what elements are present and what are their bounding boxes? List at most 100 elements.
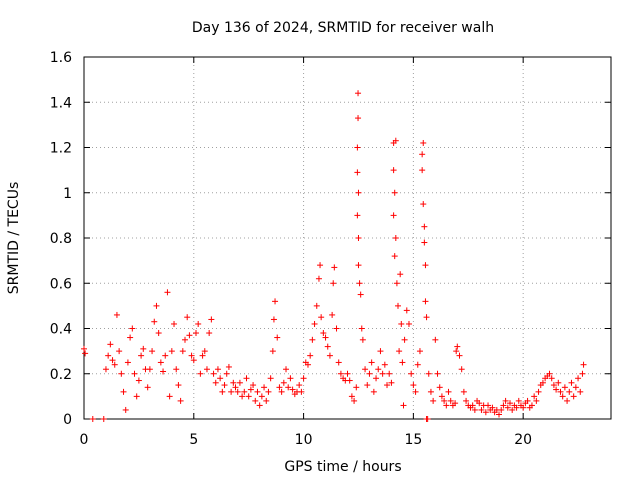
y-tick-label: 1.4 [50, 95, 72, 111]
data-point [232, 384, 239, 391]
data-point [509, 406, 516, 413]
data-point [272, 298, 279, 305]
data-point [502, 397, 509, 404]
data-point [250, 382, 257, 389]
data-point [113, 311, 120, 318]
data-point [157, 359, 164, 366]
data-point [100, 416, 107, 422]
data-point [166, 393, 173, 400]
data-point [331, 264, 338, 271]
data-point [210, 370, 217, 377]
data-point [270, 316, 277, 323]
y-tick-label: 0.4 [50, 322, 72, 338]
data-point [531, 393, 538, 400]
data-point [330, 280, 337, 287]
y-tick-label: 1 [63, 186, 72, 202]
data-point [129, 325, 136, 332]
data-point [453, 348, 460, 355]
data-point [392, 137, 399, 144]
data-point [456, 352, 463, 359]
y-tick-label: 0 [63, 412, 72, 428]
data-point [471, 406, 478, 413]
data-point [212, 379, 219, 386]
data-point [381, 361, 388, 368]
data-point [140, 345, 147, 352]
data-point [186, 332, 193, 339]
data-point [422, 298, 429, 305]
data-point [393, 280, 400, 287]
data-point [539, 379, 546, 386]
y-tick-label: 0.6 [50, 276, 72, 292]
data-point [214, 366, 221, 373]
data-point [485, 402, 492, 409]
data-point [261, 384, 268, 391]
data-point [460, 388, 467, 395]
data-point [355, 115, 362, 122]
data-point [298, 388, 305, 395]
data-point [124, 359, 131, 366]
data-point [296, 382, 303, 389]
data-point [399, 359, 406, 366]
data-point [572, 384, 579, 391]
data-point [317, 262, 324, 269]
data-point [355, 90, 362, 97]
data-point [421, 223, 428, 230]
data-point [398, 320, 405, 327]
data-point [445, 388, 452, 395]
data-point [149, 348, 156, 355]
data-point [548, 375, 555, 382]
data-point [403, 307, 410, 314]
data-point [419, 167, 426, 174]
data-point [162, 352, 169, 359]
data-point [289, 386, 296, 393]
data-point [354, 144, 361, 151]
grid [84, 57, 611, 419]
data-point [160, 368, 167, 375]
data-point [420, 139, 427, 146]
data-point [234, 388, 241, 395]
chart-title: Day 136 of 2024, SRMTID for receiver wal… [192, 20, 494, 36]
data-point [144, 384, 151, 391]
data-point [274, 334, 281, 341]
data-point [395, 302, 402, 309]
data-point [217, 375, 224, 382]
data-point [357, 291, 364, 298]
data-point [320, 330, 327, 337]
data-point [388, 379, 395, 386]
data-point [245, 393, 252, 400]
data-point [354, 169, 361, 176]
data-point [111, 361, 118, 368]
data-point [127, 334, 134, 341]
data-point [427, 388, 434, 395]
data-point [230, 379, 237, 386]
data-point [351, 397, 358, 404]
data-point [356, 280, 363, 287]
data-point [575, 375, 582, 382]
data-point [219, 388, 226, 395]
data-point [254, 388, 261, 395]
data-point [333, 325, 340, 332]
data-point [81, 345, 87, 352]
data-point [384, 382, 391, 389]
data-point [405, 320, 412, 327]
data-point [566, 388, 573, 395]
data-point [355, 189, 362, 196]
data-point [120, 388, 127, 395]
data-point [364, 382, 371, 389]
data-point [241, 388, 248, 395]
data-point [239, 393, 246, 400]
data-point [195, 320, 202, 327]
data-point [135, 377, 142, 384]
data-point [520, 404, 527, 411]
data-point [171, 320, 178, 327]
data-point [283, 366, 290, 373]
data-point [256, 402, 263, 409]
data-point [329, 311, 336, 318]
data-point [304, 361, 311, 368]
data-point [190, 357, 197, 364]
data-point [390, 167, 397, 174]
data-point [285, 384, 292, 391]
y-axis-label: SRMTID / TECUs [6, 182, 22, 295]
data-point [247, 386, 254, 393]
data-point [386, 370, 393, 377]
